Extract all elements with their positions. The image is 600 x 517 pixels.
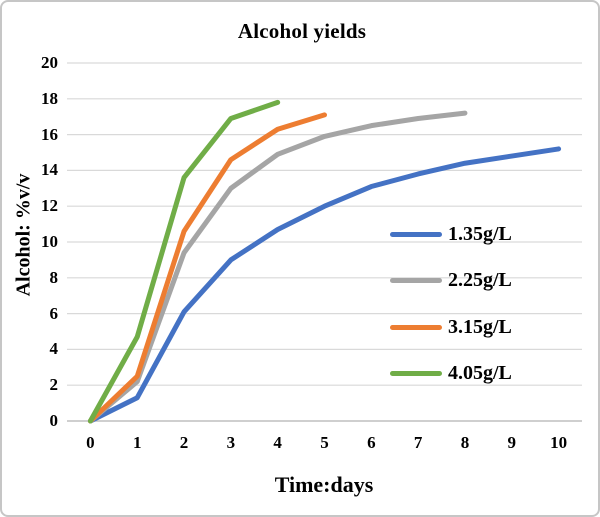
- legend-label: 2.25g/L: [448, 269, 512, 292]
- legend-label: 3.15g/L: [448, 315, 512, 338]
- y-tick-label: 0: [49, 411, 59, 430]
- y-tick-label: 16: [41, 124, 58, 144]
- x-tick-label: 6: [367, 433, 376, 452]
- y-tick-label: 6: [49, 303, 59, 323]
- y-tick-label: 18: [41, 88, 58, 108]
- legend: 1.35g/L 2.25g/L 3.15g/L 4.05g/L: [390, 211, 512, 397]
- y-tick-label: 20: [41, 53, 58, 72]
- y-tick-label: 8: [49, 267, 59, 287]
- legend-item: 4.05g/L: [390, 351, 512, 398]
- legend-item: 3.15g/L: [390, 304, 512, 351]
- y-tick-label: 2: [49, 375, 59, 395]
- y-tick-label: 4: [49, 339, 59, 359]
- legend-label: 1.35g/L: [448, 222, 512, 245]
- series-line-4.05g/L: [87, 99, 281, 424]
- x-tick-label: 8: [460, 433, 470, 452]
- x-axis-title: Time:days: [274, 472, 374, 497]
- y-tick-label: 14: [41, 160, 58, 180]
- x-tick-label: 7: [413, 433, 423, 452]
- x-tick-label: 5: [320, 433, 329, 452]
- series-line-3.15g/L: [87, 112, 327, 424]
- legend-item: 1.35g/L: [390, 211, 512, 258]
- series-line-1.35g/L: [87, 146, 562, 424]
- x-tick-label: 10: [550, 433, 568, 452]
- x-tick-label: 9: [507, 433, 517, 452]
- legend-line-swatch: [390, 324, 442, 330]
- x-tick-label: 2: [179, 433, 189, 452]
- legend-label: 4.05g/L: [448, 362, 512, 385]
- legend-line-swatch: [390, 278, 442, 284]
- x-tick-label: 4: [273, 433, 282, 452]
- x-tick-label: 1: [132, 433, 142, 452]
- chart-title: Alcohol yields: [237, 19, 367, 43]
- y-tick-label: 12: [41, 196, 58, 216]
- series-line-2.25g/L: [87, 110, 468, 424]
- x-tick-label: 0: [86, 433, 95, 452]
- x-tick-label: 3: [226, 433, 236, 452]
- legend-line-swatch: [390, 371, 442, 377]
- y-tick-label: 10: [41, 232, 58, 251]
- legend-line-swatch: [390, 231, 442, 237]
- legend-item: 2.25g/L: [390, 258, 512, 305]
